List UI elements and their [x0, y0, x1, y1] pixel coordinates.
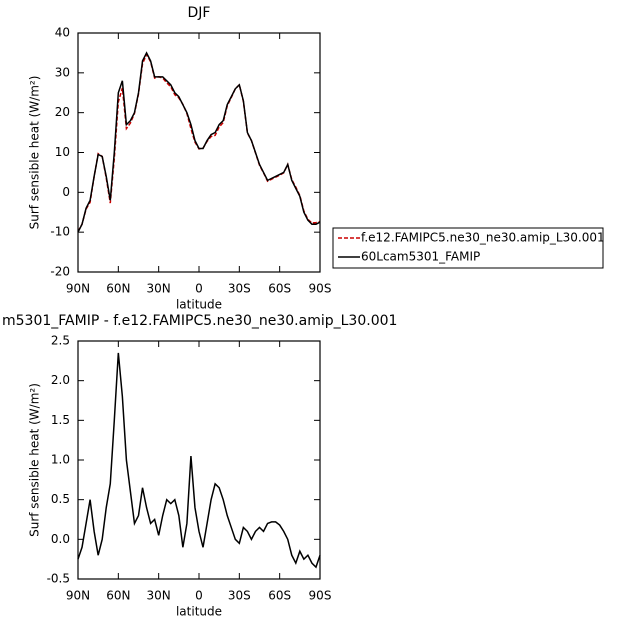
y-tick-label: 30: [55, 65, 70, 79]
x-tick-label: 30N: [147, 589, 171, 603]
x-tick-label: 30S: [228, 589, 251, 603]
x-tick-label: 90N: [66, 282, 90, 296]
y-tick-label: 0: [62, 185, 70, 199]
data-line: [77, 51, 321, 233]
y-axis-label: Surf sensible heat (W/m²): [28, 76, 42, 230]
x-tick-label: 30S: [228, 282, 251, 296]
x-tick-label: 60N: [106, 282, 130, 296]
plot-frame: [77, 340, 321, 580]
x-tick-label: 30N: [147, 282, 171, 296]
y-tick-label: 0.5: [51, 492, 70, 506]
x-axis-label: latitude: [176, 298, 222, 312]
legend-label: 60Lcam5301_FAMIP: [361, 250, 480, 264]
y-tick-label: 20: [55, 105, 70, 119]
x-tick-label: 90S: [309, 282, 332, 296]
x-tick-label: 60N: [106, 589, 130, 603]
y-tick-label: 0.0: [51, 532, 70, 546]
legend-label: f.e12.FAMIPC5.ne30_ne30.amip_L30.001: [361, 231, 605, 245]
y-tick-label: 2.5: [51, 334, 70, 348]
y-tick-label: -10: [50, 225, 70, 239]
y-tick-label: 1.5: [51, 413, 70, 427]
x-tick-label: 0: [195, 589, 203, 603]
x-tick-label: 60S: [268, 589, 291, 603]
y-tick-label: -20: [50, 265, 70, 279]
x-tick-label: 90N: [66, 589, 90, 603]
y-tick-label: -0.5: [47, 572, 70, 586]
x-tick-label: 0: [195, 282, 203, 296]
x-tick-label: 60S: [268, 282, 291, 296]
y-tick-label: 10: [55, 145, 70, 159]
y-tick-label: 2.0: [51, 373, 70, 387]
y-tick-label: 1.0: [51, 453, 70, 467]
y-axis-label: Surf sensible heat (W/m²): [28, 383, 42, 537]
y-tick-label: 40: [55, 26, 70, 40]
x-tick-label: 90S: [309, 589, 332, 603]
plot-frame: [77, 32, 321, 273]
x-axis-label: latitude: [176, 605, 222, 619]
chart-title: DJF: [188, 5, 211, 21]
data-line: [77, 352, 321, 569]
chart-title: m5301_FAMIP - f.e12.FAMIPC5.ne30_ne30.am…: [2, 313, 397, 329]
legend-box: [332, 227, 604, 269]
